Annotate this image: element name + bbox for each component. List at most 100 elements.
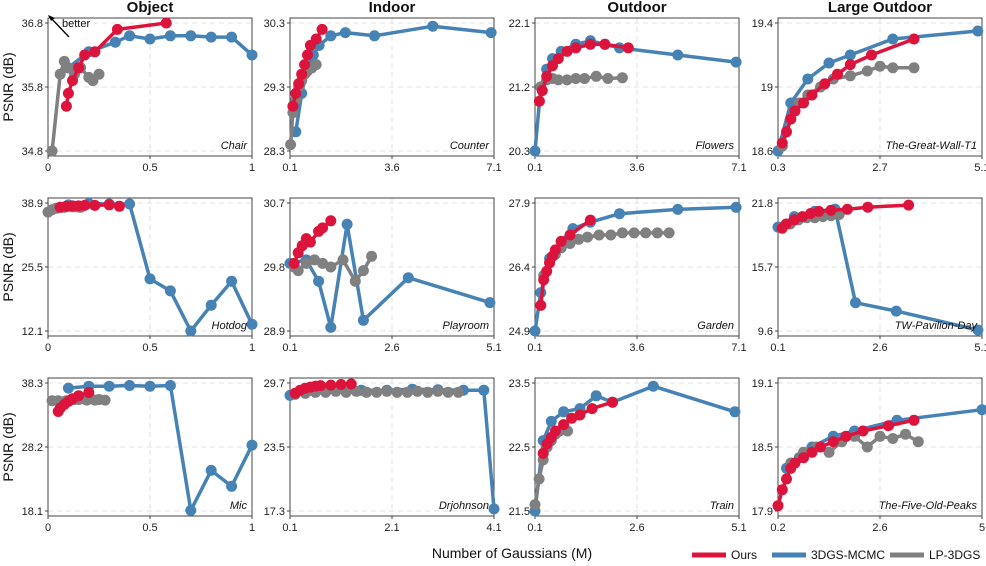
x-tick-label: 2.6 xyxy=(384,342,399,354)
legend-item-ours: Ours xyxy=(692,548,757,562)
series-ours xyxy=(287,23,328,112)
data-point-3dgs-mcmc xyxy=(887,33,899,45)
panel-the-great-wall-t1: 0.3 2.7 5.1 18.6 19 19.4 The-Great-Wall-T1 xyxy=(752,17,986,174)
panel-playroom: 0.1 2.6 5.1 28.9 29.8 30.7 Playroom xyxy=(264,197,502,354)
x-tick-label: 0 xyxy=(45,522,51,534)
data-point-ours xyxy=(806,89,818,101)
x-tick-label: 7.1 xyxy=(731,342,746,354)
data-point-3dgs-mcmc xyxy=(226,31,238,43)
data-point-lp-3dgs xyxy=(340,386,352,398)
data-point-lp-3dgs xyxy=(861,441,873,453)
series-ours xyxy=(54,199,125,213)
series-lp-3dgs xyxy=(288,250,378,287)
x-tick-label: 0 xyxy=(45,342,51,354)
y-tick-label: 26.4 xyxy=(509,262,530,274)
y-tick-label: 18.5 xyxy=(752,442,773,454)
y-axis-label-row-2: PSNR (dB) xyxy=(0,232,16,301)
data-point-3dgs-mcmc xyxy=(823,57,835,69)
data-point-ours xyxy=(599,38,611,50)
y-tick-label: 17.9 xyxy=(752,506,773,518)
y-tick-label: 29.7 xyxy=(264,378,285,390)
x-tick-label: 1 xyxy=(249,342,255,354)
data-point-3dgs-mcmc xyxy=(976,404,986,416)
data-point-3dgs-mcmc xyxy=(844,49,856,61)
data-point-lp-3dgs xyxy=(552,74,564,86)
panel-name: Drjohnson xyxy=(439,500,489,512)
data-point-ours xyxy=(776,137,788,149)
data-point-3dgs-mcmc xyxy=(485,27,497,39)
x-tick-label: 7.1 xyxy=(486,162,501,174)
panel-name: The-Five-Old-Peaks xyxy=(879,500,978,512)
data-point-lp-3dgs xyxy=(616,227,628,239)
panel-name: Hotdog xyxy=(212,320,248,332)
data-point-lp-3dgs xyxy=(99,394,111,406)
data-point-ours xyxy=(776,484,788,496)
panel-name: The-Great-Wall-T1 xyxy=(886,140,977,152)
data-point-ours xyxy=(586,403,598,415)
data-point-lp-3dgs xyxy=(887,433,899,444)
data-point-ours xyxy=(296,68,308,80)
data-point-lp-3dgs xyxy=(361,386,372,398)
better-label: better xyxy=(62,18,90,30)
data-point-3dgs-mcmc xyxy=(185,30,197,42)
x-tick-label: 0.3 xyxy=(770,162,785,174)
x-tick-label: 0.5 xyxy=(142,162,157,174)
data-point-3dgs-mcmc xyxy=(478,384,490,396)
legend-label: 3DGS-MCMC xyxy=(811,548,885,562)
series-line-3dgs-mcmc xyxy=(294,24,492,133)
data-point-lp-3dgs xyxy=(628,227,640,239)
series-line-3dgs-mcmc xyxy=(777,207,979,332)
data-point-ours xyxy=(825,204,837,216)
y-tick-label: 34.8 xyxy=(22,146,43,158)
data-point-3dgs-mcmc xyxy=(205,464,217,476)
x-tick-label: 0.1 xyxy=(282,522,297,534)
data-point-ours xyxy=(840,430,852,442)
data-point-lp-3dgs xyxy=(337,254,349,266)
data-point-ours xyxy=(293,78,305,90)
data-point-ours xyxy=(288,257,300,269)
data-point-ours xyxy=(325,379,337,391)
data-point-lp-3dgs xyxy=(533,473,545,485)
series-3dgs-mcmc xyxy=(529,201,742,337)
data-point-3dgs-mcmc xyxy=(647,380,659,392)
data-point-ours xyxy=(883,420,894,432)
x-tick-label: 0.5 xyxy=(142,342,157,354)
data-point-lp-3dgs xyxy=(844,70,856,82)
y-tick-label: 30.7 xyxy=(264,198,285,210)
data-point-3dgs-mcmc xyxy=(62,382,74,394)
x-tick-label: 0.1 xyxy=(282,162,297,174)
series-ours xyxy=(533,38,634,107)
x-tick-label: 3.6 xyxy=(384,162,399,174)
data-point-ours xyxy=(549,425,561,437)
panel-garden: 0.1 3.6 7.1 24.9 26.4 27.9 Garden xyxy=(509,197,747,354)
data-point-ours xyxy=(111,23,123,35)
data-point-lp-3dgs xyxy=(887,62,899,74)
x-tick-label: 0.1 xyxy=(527,342,542,354)
data-point-ours xyxy=(772,500,784,512)
data-point-lp-3dgs xyxy=(579,73,590,84)
data-point-3dgs-mcmc xyxy=(558,406,570,418)
data-point-ours xyxy=(160,17,172,29)
better-annotation: better xyxy=(48,15,90,38)
data-point-lp-3dgs xyxy=(651,227,663,239)
data-point-ours xyxy=(806,446,818,458)
data-point-3dgs-mcmc xyxy=(164,285,176,297)
data-point-3dgs-mcmc xyxy=(205,31,217,43)
data-point-ours xyxy=(73,390,85,402)
data-point-3dgs-mcmc xyxy=(802,73,814,85)
x-tick-label: 0 xyxy=(45,162,51,174)
data-point-ours xyxy=(866,49,877,61)
legend-item-3dgs-mcmc: 3DGS-MCMC xyxy=(772,548,885,562)
data-point-ours xyxy=(325,215,337,227)
data-point-ours xyxy=(302,49,313,61)
data-point-lp-3dgs xyxy=(452,386,464,398)
series-ours xyxy=(60,17,172,112)
y-tick-label: 18.1 xyxy=(22,506,43,518)
x-tick-label: 5.1 xyxy=(731,522,746,534)
data-point-3dgs-mcmc xyxy=(545,415,557,427)
data-point-3dgs-mcmc xyxy=(341,218,353,230)
data-point-lp-3dgs xyxy=(442,386,454,398)
y-tick-label: 30.3 xyxy=(264,18,285,30)
data-point-ours xyxy=(89,199,101,211)
